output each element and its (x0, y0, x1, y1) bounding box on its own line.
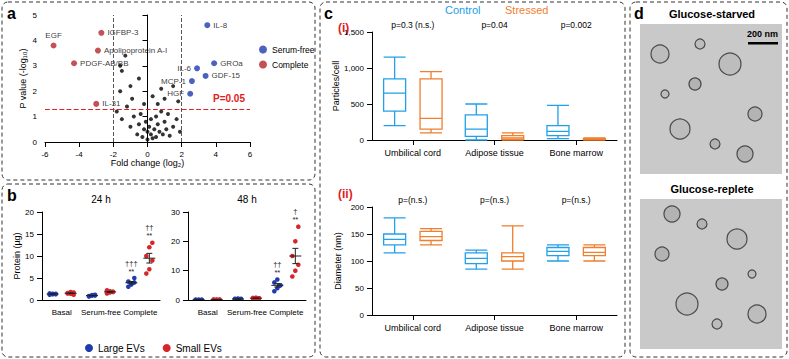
svg-text:(ii): (ii) (338, 187, 353, 201)
svg-text:10: 10 (25, 252, 34, 261)
svg-text:Small EVs: Small EVs (176, 343, 222, 354)
svg-text:0: 0 (30, 296, 35, 305)
svg-text:GDF-15: GDF-15 (212, 71, 241, 80)
svg-text:P=0.05: P=0.05 (213, 93, 245, 104)
svg-text:Umbilical cord: Umbilical cord (385, 148, 442, 158)
svg-text:IL-31: IL-31 (102, 99, 121, 108)
svg-text:**: ** (274, 268, 280, 277)
svg-text:Umbilical cord: Umbilical cord (385, 323, 442, 333)
svg-text:Adipose tissue: Adipose tissue (465, 148, 524, 158)
svg-text:2: 2 (33, 87, 38, 96)
svg-text:a: a (7, 5, 16, 22)
svg-text:p=0.002: p=0.002 (561, 20, 592, 30)
svg-text:Basal: Basal (198, 308, 218, 317)
svg-text:50: 50 (355, 284, 364, 293)
svg-text:Serum-free: Serum-free (272, 45, 315, 55)
svg-text:5: 5 (30, 274, 35, 283)
svg-text:Glucose-starved: Glucose-starved (669, 8, 755, 20)
svg-text:1,000: 1,000 (344, 64, 365, 73)
svg-text:0: 0 (33, 138, 38, 147)
svg-text:4: 4 (214, 150, 219, 159)
svg-text:30: 30 (171, 208, 180, 217)
svg-text:p=0.3 (n.s.): p=0.3 (n.s.) (391, 20, 434, 30)
svg-text:**: ** (128, 267, 134, 276)
svg-text:c: c (324, 5, 333, 22)
svg-text:Stressed: Stressed (505, 4, 548, 16)
svg-text:Basal: Basal (52, 308, 72, 317)
svg-text:MCP-1: MCP-1 (161, 77, 186, 86)
svg-text:4: 4 (33, 36, 38, 45)
svg-text:Large EVs: Large EVs (98, 343, 145, 354)
svg-text:Serum-free: Serum-free (81, 308, 122, 317)
svg-text:PDGF-AB/BB: PDGF-AB/BB (80, 59, 128, 68)
svg-text:0: 0 (360, 311, 365, 320)
svg-text:**: ** (146, 231, 152, 240)
svg-text:EGF: EGF (45, 31, 62, 40)
svg-text:IL-6: IL-6 (177, 64, 191, 73)
svg-text:0: 0 (145, 150, 150, 159)
svg-text:0: 0 (360, 136, 365, 145)
svg-text:0: 0 (176, 296, 181, 305)
svg-text:P value (-log₁₀): P value (-log₁₀) (18, 48, 28, 108)
svg-text:Glucose-replete: Glucose-replete (670, 183, 753, 195)
svg-text:200 nm: 200 nm (747, 29, 778, 39)
svg-text:-6: -6 (41, 150, 49, 159)
svg-text:b: b (7, 187, 17, 204)
svg-text:Apolipoprotein A-I: Apolipoprotein A-I (104, 46, 168, 56)
svg-text:15: 15 (25, 230, 34, 239)
svg-text:GROa: GROa (220, 59, 243, 68)
svg-text:p=(n.s.): p=(n.s.) (398, 195, 427, 205)
svg-text:1: 1 (33, 112, 38, 121)
svg-text:200: 200 (351, 203, 365, 212)
svg-text:Particles/cell: Particles/cell (331, 61, 341, 112)
svg-text:d: d (634, 5, 644, 22)
svg-text:**: ** (292, 215, 298, 224)
svg-text:IL-8: IL-8 (213, 21, 227, 30)
svg-text:100: 100 (351, 257, 365, 266)
svg-text:48 h: 48 h (237, 194, 256, 205)
svg-text:p=(n.s.): p=(n.s.) (480, 195, 509, 205)
svg-text:Diameter (nm): Diameter (nm) (333, 232, 343, 290)
svg-text:5: 5 (33, 11, 38, 20)
svg-text:Fold change (log₂): Fold change (log₂) (111, 158, 185, 168)
svg-text:500: 500 (351, 100, 365, 109)
svg-text:p=(n.s.): p=(n.s.) (562, 195, 591, 205)
svg-text:Bone marrow: Bone marrow (549, 323, 603, 333)
svg-text:150: 150 (351, 230, 365, 239)
svg-text:1,500: 1,500 (344, 28, 365, 37)
svg-text:24 h: 24 h (91, 194, 110, 205)
svg-text:HGF: HGF (167, 89, 185, 99)
svg-text:3: 3 (33, 61, 38, 70)
svg-text:20: 20 (171, 237, 180, 246)
svg-text:Protein (µg): Protein (µg) (12, 232, 22, 279)
svg-text:p=0.04: p=0.04 (481, 20, 508, 30)
svg-text:Complete: Complete (123, 308, 158, 317)
svg-text:Complete: Complete (269, 308, 304, 317)
svg-text:-4: -4 (76, 150, 84, 159)
svg-text:2: 2 (179, 150, 184, 159)
svg-text:Complete: Complete (272, 60, 309, 70)
svg-text:10: 10 (171, 266, 180, 275)
svg-text:6: 6 (248, 150, 253, 159)
svg-text:IGFBP-3: IGFBP-3 (107, 28, 139, 37)
svg-text:Adipose tissue: Adipose tissue (465, 323, 524, 333)
svg-text:Serum-free: Serum-free (227, 308, 268, 317)
svg-text:-2: -2 (110, 150, 118, 159)
svg-text:Bone marrow: Bone marrow (549, 148, 603, 158)
svg-text:20: 20 (25, 208, 34, 217)
svg-text:Control: Control (445, 4, 480, 16)
